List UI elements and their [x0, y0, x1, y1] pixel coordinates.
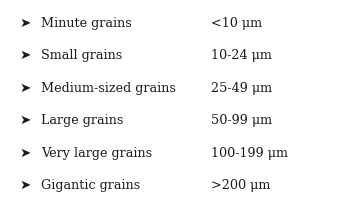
- Text: Very large grains: Very large grains: [41, 147, 152, 160]
- Text: <10 μm: <10 μm: [211, 16, 262, 30]
- Text: Large grains: Large grains: [41, 114, 123, 127]
- Text: Minute grains: Minute grains: [41, 16, 132, 30]
- Text: 50-99 μm: 50-99 μm: [211, 114, 272, 127]
- Text: >200 μm: >200 μm: [211, 179, 271, 192]
- Text: 25-49 μm: 25-49 μm: [211, 82, 272, 95]
- Text: Small grains: Small grains: [41, 49, 122, 62]
- Text: ➤: ➤: [20, 16, 31, 30]
- Text: 10-24 μm: 10-24 μm: [211, 49, 272, 62]
- Text: 100-199 μm: 100-199 μm: [211, 147, 288, 160]
- Text: ➤: ➤: [20, 49, 31, 62]
- Text: ➤: ➤: [20, 114, 31, 127]
- Text: Medium-sized grains: Medium-sized grains: [41, 82, 176, 95]
- Text: Gigantic grains: Gigantic grains: [41, 179, 140, 192]
- Text: ➤: ➤: [20, 82, 31, 95]
- Text: ➤: ➤: [20, 179, 31, 192]
- Text: ➤: ➤: [20, 147, 31, 160]
